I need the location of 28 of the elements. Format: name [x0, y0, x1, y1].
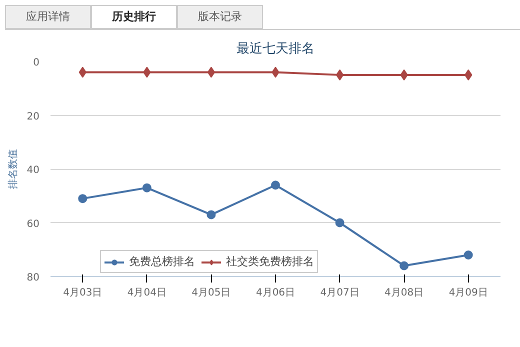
- y-tick-label: 80: [26, 272, 40, 284]
- text: 应用详情: [5, 5, 91, 29]
- point: [271, 180, 280, 190]
- point: [207, 66, 216, 78]
- text: 历史排行: [91, 5, 177, 29]
- x-tick-label: 4月04日: [127, 288, 166, 298]
- point: [206, 210, 216, 220]
- point: [400, 261, 409, 270]
- y-tick-label: 20: [26, 111, 40, 122]
- x-tick-label: 4月05日: [192, 288, 231, 298]
- point: [78, 194, 88, 204]
- y-tick-label: 40: [26, 165, 40, 176]
- x-tick-label: 4月08日: [384, 288, 424, 298]
- text: 版本记录: [177, 5, 263, 29]
- y-tick-label: 0: [33, 58, 40, 68]
- x-tick-label: 4月09日: [448, 288, 488, 298]
- point: [335, 218, 344, 228]
- chart-title: 最近七天排名: [236, 42, 314, 56]
- point: [336, 69, 344, 80]
- y-tick-label: 60: [26, 218, 40, 230]
- legend-label: 社交类免费榜排名: [226, 254, 314, 269]
- x-tick-label: 4月06日: [256, 288, 296, 298]
- x-tick-label: 4月03日: [63, 288, 102, 298]
- legend-label: 免费总榜排名: [129, 254, 195, 269]
- y-axis-title: 排名数值: [6, 149, 19, 189]
- point: [464, 250, 473, 260]
- x-tick-label: 4月07日: [320, 288, 360, 298]
- point: [142, 183, 152, 192]
